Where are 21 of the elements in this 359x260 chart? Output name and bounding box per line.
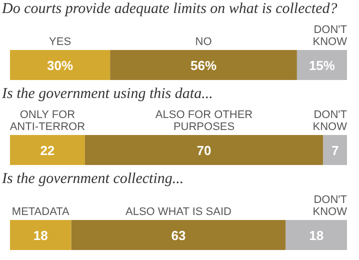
series-label: ALSO FOR OTHER PURPOSES bbox=[155, 109, 253, 133]
chart-title: Is the government using this data... bbox=[1, 85, 214, 103]
data-label: 7 bbox=[331, 143, 339, 158]
data-label: 15% bbox=[308, 58, 336, 73]
data-label: 18 bbox=[33, 228, 48, 243]
data-label: 18 bbox=[309, 228, 324, 243]
series-label: METADATA bbox=[12, 206, 70, 218]
series-label: DON'T KNOW bbox=[312, 24, 348, 48]
series-label: ONLY FOR ANTI-TERROR bbox=[10, 109, 86, 133]
series-label: YES bbox=[49, 36, 72, 48]
data-label: 63 bbox=[171, 228, 186, 243]
data-label: 30% bbox=[47, 58, 74, 73]
data-label: 56% bbox=[190, 58, 217, 73]
data-label: 70 bbox=[196, 143, 212, 158]
chart-title: Is the government collecting... bbox=[1, 170, 185, 188]
data-label: 22 bbox=[40, 143, 55, 158]
chart-title: Do courts provide adequate limits on what is collected? bbox=[0, 0, 338, 18]
series-label: DON'T KNOW bbox=[312, 109, 348, 133]
series-label: DON'T KNOW bbox=[312, 194, 348, 218]
series-label: ALSO WHAT IS SAID bbox=[126, 206, 232, 218]
series-label: NO bbox=[195, 36, 212, 48]
